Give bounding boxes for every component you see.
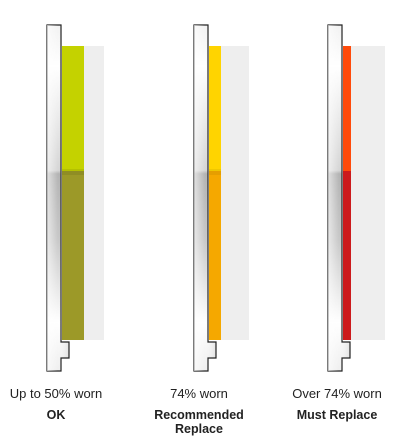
brake-pad-diagram-must-replace: [327, 24, 385, 372]
pad-divider: [62, 169, 84, 175]
wear-label: 74% worn: [170, 386, 228, 401]
pad-bottom: [343, 171, 351, 340]
wear-label: Up to 50% worn: [9, 386, 103, 401]
track-background: [84, 46, 104, 340]
brake-disc-shade: [328, 25, 350, 371]
pad-top: [62, 46, 84, 171]
track-background: [221, 46, 249, 340]
wear-label: Over 74% worn: [292, 386, 382, 401]
gauge-must-replace: [327, 24, 403, 374]
pad-divider: [209, 169, 221, 175]
caption-ok: Up to 50% worn OK: [0, 386, 121, 422]
gauge-ok: [46, 24, 126, 374]
pad-top: [209, 46, 221, 171]
status-label: Must Replace: [296, 408, 378, 422]
status-label: OK: [46, 408, 66, 422]
brake-disc-shade: [47, 25, 69, 371]
brake-pad-diagram-ok: [46, 24, 104, 372]
caption-recommended-replace: 74% worn Recommended Replace: [134, 386, 264, 436]
caption-must-replace: Over 74% worn Must Replace: [272, 386, 402, 422]
status-label: Recommended Replace: [154, 408, 244, 436]
track-background: [351, 46, 385, 340]
gauge-recommended-replace: [193, 24, 273, 374]
brake-disc-shade: [194, 25, 216, 371]
brake-pad-diagram-recommended: [193, 24, 249, 372]
pad-bottom: [209, 171, 221, 340]
pad-top: [343, 46, 351, 171]
pad-bottom: [62, 171, 84, 340]
